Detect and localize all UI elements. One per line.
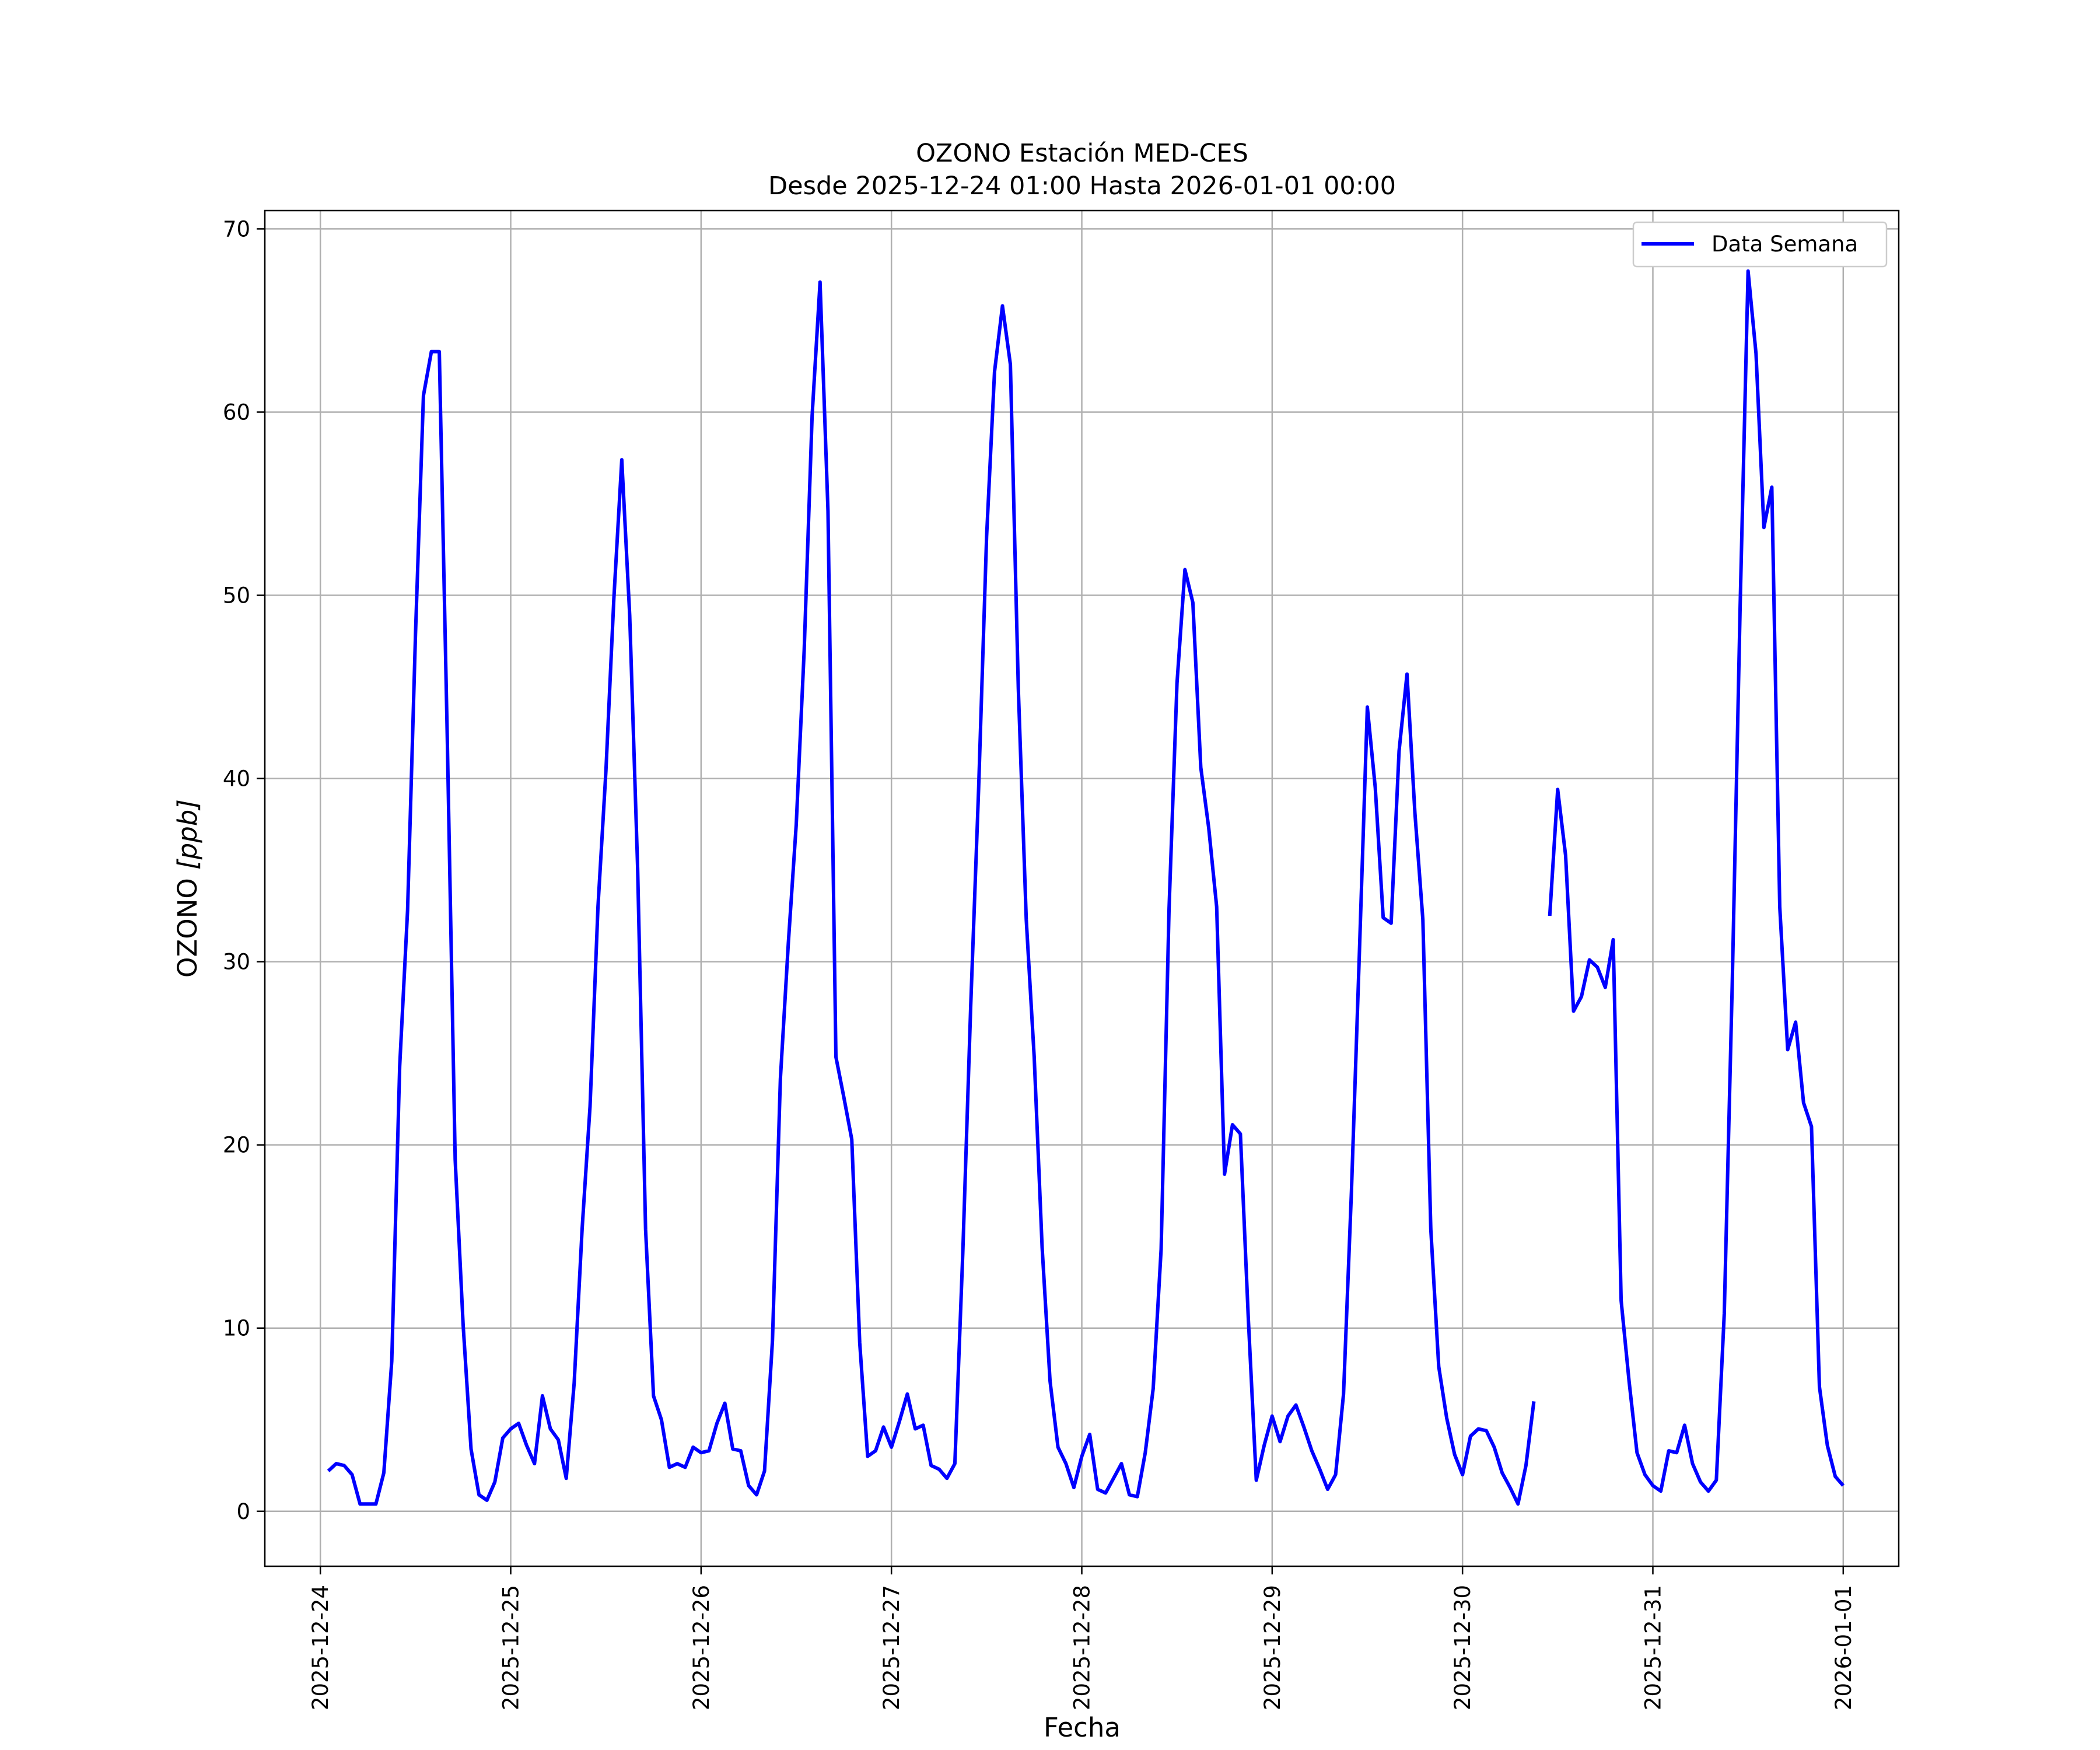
legend: Data Semana — [1632, 221, 1888, 268]
y-axis-label-name: OZONO — [172, 870, 203, 978]
x-tick-label: 2026-01-01 — [1831, 1585, 1856, 1710]
y-axis-label-unit: [ppb] — [172, 799, 203, 870]
legend-label-data-semana: Data Semana — [1712, 232, 1858, 257]
x-tick-label: 2025-12-30 — [1450, 1585, 1475, 1710]
x-tick-label: 2025-12-28 — [1070, 1585, 1095, 1710]
x-tick-label: 2025-12-27 — [879, 1585, 904, 1710]
x-tick-label: 2025-12-29 — [1260, 1585, 1285, 1710]
x-tick-label: 2025-12-31 — [1640, 1585, 1665, 1710]
grid — [265, 211, 1899, 1566]
y-tick-label: 40 — [223, 766, 250, 792]
x-tick-label: 2025-12-26 — [689, 1585, 714, 1710]
x-axis-label: Fecha — [1044, 1712, 1121, 1743]
y-tick-label: 60 — [223, 400, 250, 425]
y-tick-label: 0 — [236, 1499, 250, 1524]
legend-box — [1632, 221, 1888, 268]
x-tick-label: 2025-12-24 — [308, 1585, 333, 1710]
y-axis-label: OZONO [ppb] — [172, 799, 203, 978]
x-tick-label: 2025-12-25 — [499, 1585, 524, 1710]
x-axis: 2025-12-24 2025-12-25 2025-12-26 2025-12-27… — [308, 1566, 1856, 1710]
series-line-data-semana — [327, 269, 1845, 1506]
y-tick-label: 30 — [223, 950, 250, 975]
y-tick-label: 20 — [223, 1133, 250, 1158]
chart-title: OZONO Estación MED-CES — [916, 139, 1248, 168]
y-tick-label: 50 — [223, 583, 250, 608]
y-tick-label: 10 — [223, 1316, 250, 1341]
series-layer — [327, 269, 1845, 1506]
chart-subtitle: Desde 2025-12-24 01:00 Hasta 2026-01-01 … — [768, 172, 1396, 201]
y-axis: 0 10 20 30 40 50 60 70 — [223, 216, 265, 1524]
y-tick-label: 70 — [223, 216, 250, 242]
